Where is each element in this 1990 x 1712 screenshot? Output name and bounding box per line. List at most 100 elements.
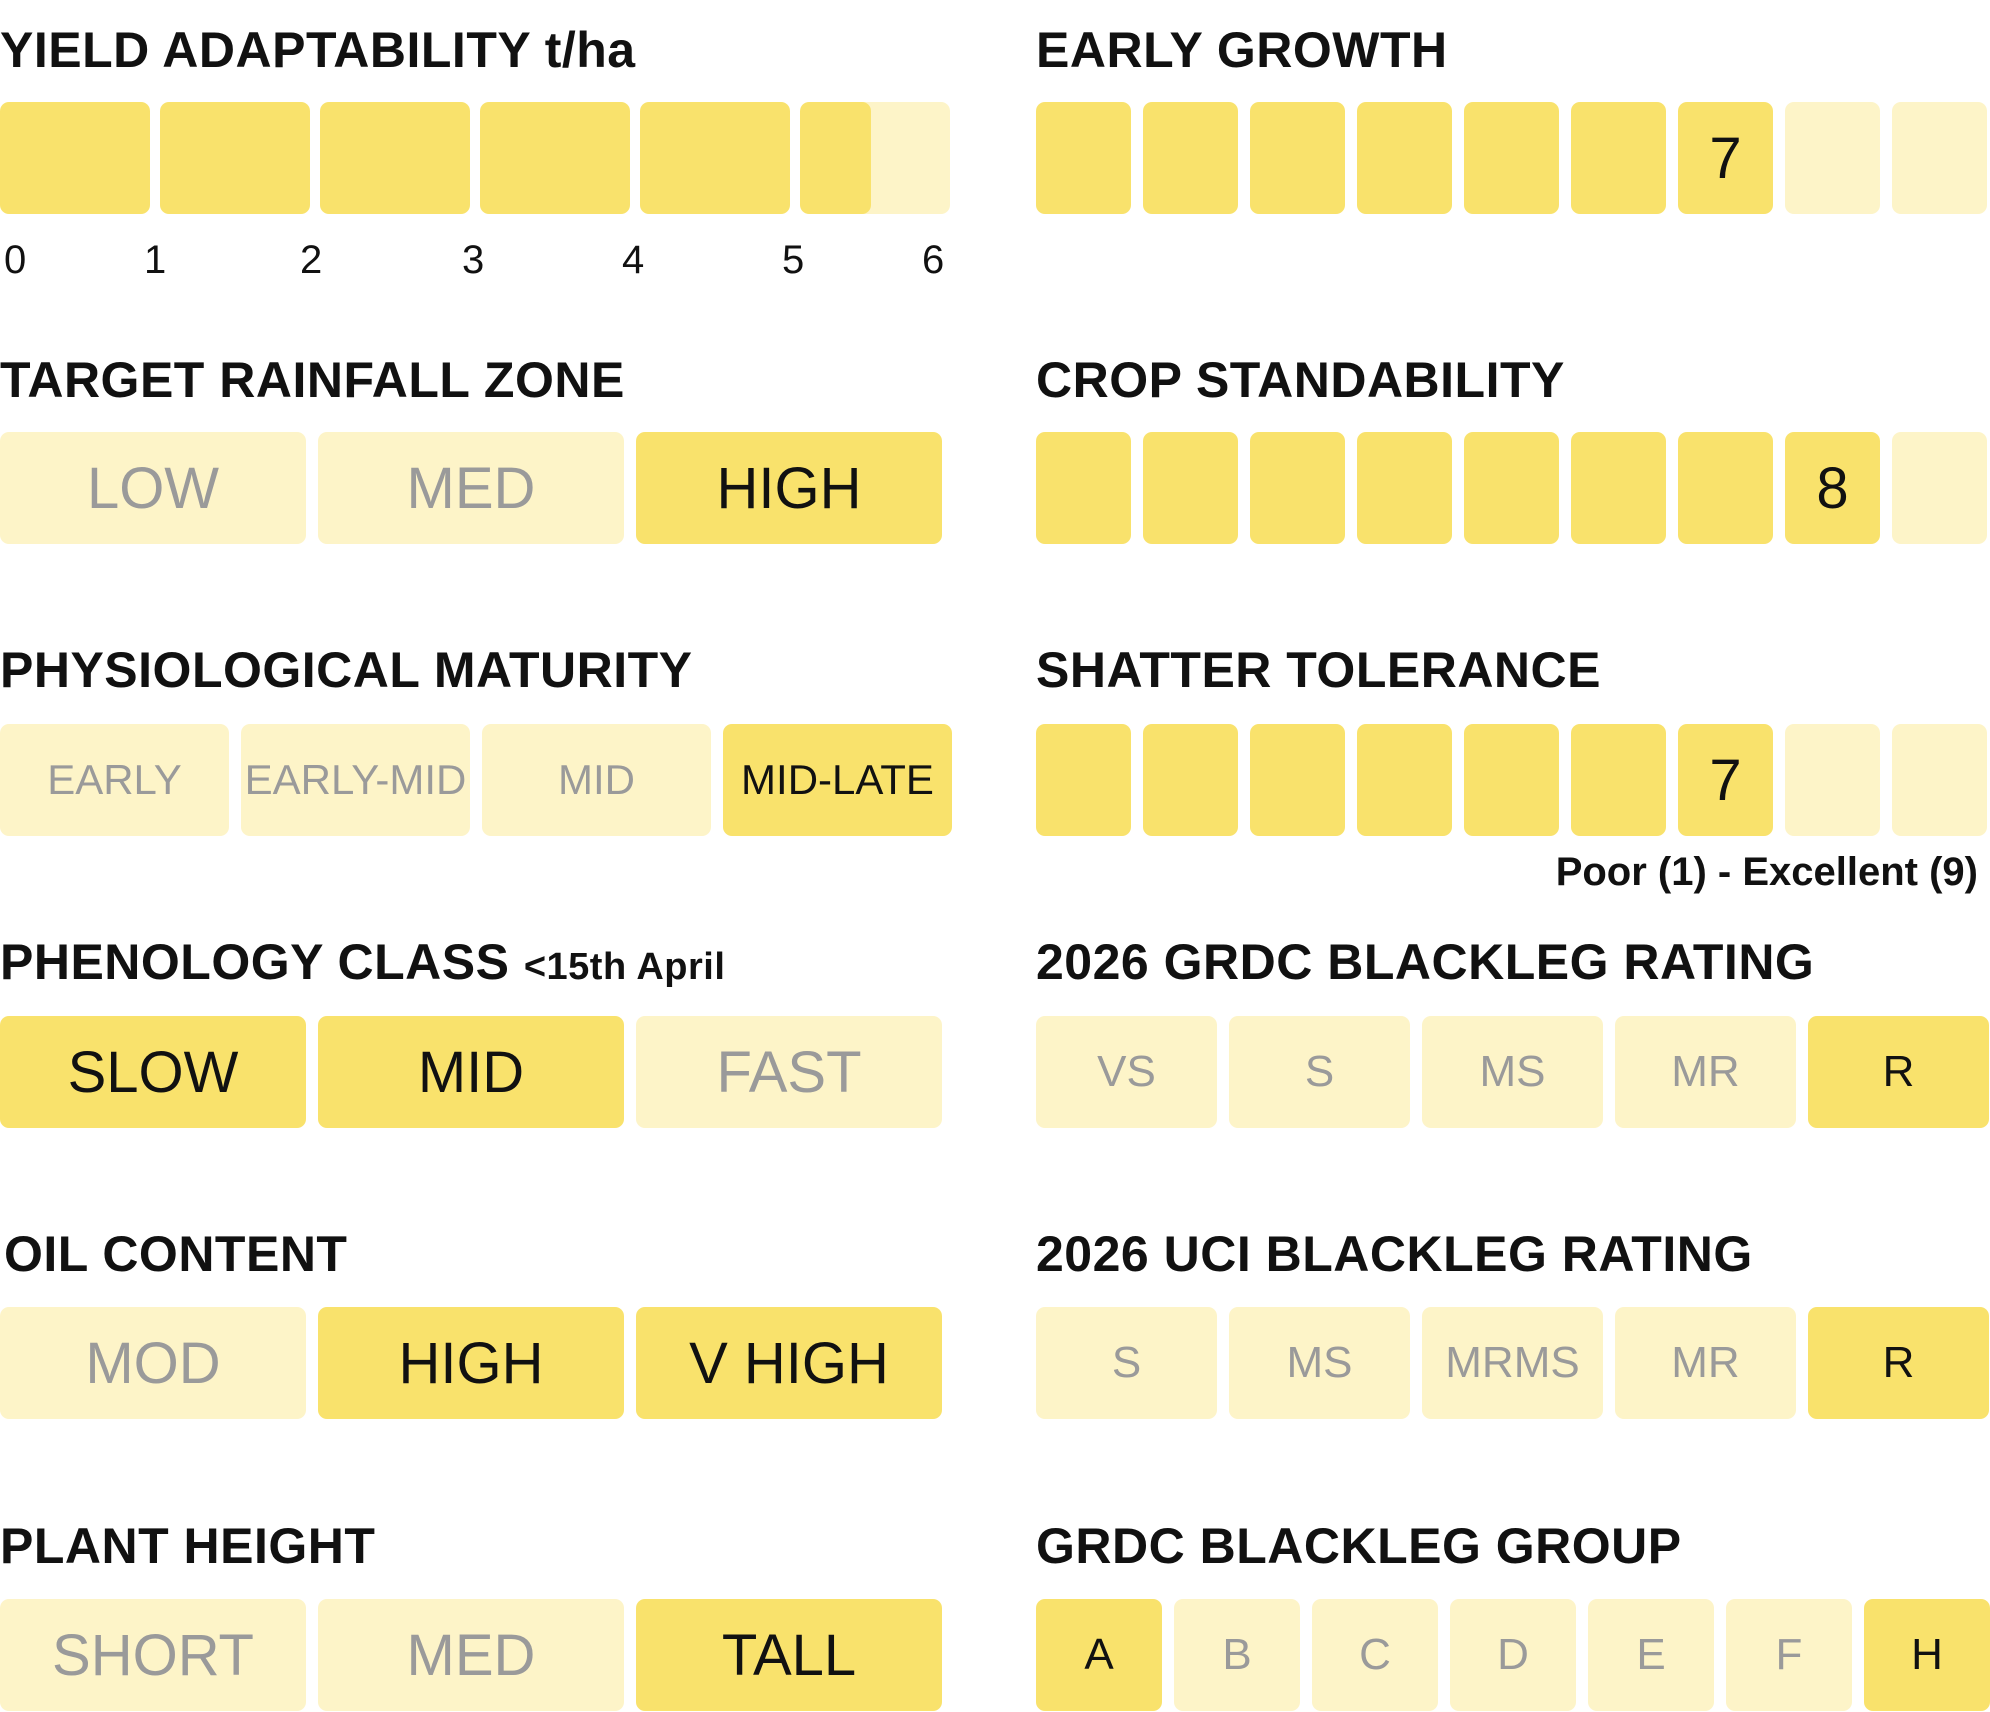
- phenology-title: PHENOLOGY CLASS <15th April: [0, 932, 725, 997]
- uci-rating-mrms: MRMS: [1422, 1307, 1603, 1419]
- score-scale-note: Poor (1) - Excellent (9): [1555, 850, 1978, 894]
- grdc-group-options: A B C D E F H: [1036, 1599, 1990, 1711]
- grdc-group-c: C: [1312, 1599, 1438, 1711]
- oil-option-v-high: V HIGH: [636, 1307, 942, 1419]
- oil-option-high: HIGH: [318, 1307, 624, 1419]
- score-box: [1892, 724, 1987, 836]
- phenology-option-slow: SLOW: [0, 1016, 306, 1128]
- maturity-option-mid: MID: [482, 724, 711, 836]
- plant-height-section: PLANT HEIGHT SHORT MED TALL: [0, 1516, 960, 1712]
- crop-standability-score: 8: [1036, 432, 1987, 544]
- grdc-rating-s: S: [1229, 1016, 1410, 1128]
- uci-rating-title: 2026 UCI BLACKLEG RATING: [1036, 1226, 1753, 1282]
- uci-rating-section: 2026 UCI BLACKLEG RATING S MS MRMS MR R: [1036, 1224, 1990, 1424]
- score-box: [1785, 724, 1880, 836]
- yield-tick: 5: [782, 238, 805, 282]
- rainfall-zone-title: TARGET RAINFALL ZONE: [0, 352, 625, 408]
- score-box: [1036, 102, 1131, 214]
- maturity-option-early: EARLY: [0, 724, 229, 836]
- phenology-title-text: PHENOLOGY CLASS: [0, 934, 510, 990]
- uci-rating-options: S MS MRMS MR R: [1036, 1307, 1989, 1419]
- shatter-tolerance-score: 7: [1036, 724, 1987, 836]
- score-box: [1464, 102, 1559, 214]
- rainfall-option-low: LOW: [0, 432, 306, 544]
- rainfall-zone-options: LOW MED HIGH: [0, 432, 942, 544]
- yield-adaptability-title: YIELD ADAPTABILITY t/ha: [0, 22, 636, 78]
- yield-tick: 1: [144, 238, 167, 282]
- yield-tick: 6: [922, 238, 945, 282]
- phenology-option-fast: FAST: [636, 1016, 942, 1128]
- yield-segment: [480, 102, 630, 214]
- grdc-group-h: H: [1864, 1599, 1990, 1711]
- grdc-group-f: F: [1726, 1599, 1852, 1711]
- maturity-option-early-mid: EARLY-MID: [241, 724, 470, 836]
- score-value: 8: [1785, 432, 1880, 544]
- grdc-rating-ms: MS: [1422, 1016, 1603, 1128]
- score-box: [1143, 432, 1238, 544]
- height-option-tall: TALL: [636, 1599, 942, 1711]
- yield-partial-fill: [800, 102, 871, 214]
- score-box: [1143, 724, 1238, 836]
- grdc-rating-title: 2026 GRDC BLACKLEG RATING: [1036, 934, 1815, 990]
- yield-adaptability-bar: [0, 102, 950, 214]
- maturity-title: PHYSIOLOGICAL MATURITY: [0, 642, 693, 698]
- yield-segment: [800, 102, 950, 214]
- score-value: 7: [1678, 102, 1773, 214]
- score-box: [1678, 432, 1773, 544]
- uci-rating-s: S: [1036, 1307, 1217, 1419]
- score-box: [1464, 724, 1559, 836]
- grdc-group-e: E: [1588, 1599, 1714, 1711]
- oil-content-section: OIL CONTENT MOD HIGH V HIGH: [0, 1224, 960, 1424]
- score-box: [1036, 724, 1131, 836]
- rainfall-zone-section: TARGET RAINFALL ZONE LOW MED HIGH: [0, 350, 960, 550]
- early-growth-title: EARLY GROWTH: [1036, 22, 1448, 78]
- uci-rating-r: R: [1808, 1307, 1989, 1419]
- phenology-option-mid: MID: [318, 1016, 624, 1128]
- oil-option-mod: MOD: [0, 1307, 306, 1419]
- yield-tick: 4: [622, 238, 645, 282]
- score-box: [1357, 102, 1452, 214]
- score-box: [1571, 102, 1666, 214]
- uci-rating-mr: MR: [1615, 1307, 1796, 1419]
- oil-content-title: OIL CONTENT: [4, 1226, 348, 1282]
- crop-standability-title: CROP STANDABILITY: [1036, 352, 1565, 408]
- crop-standability-section: CROP STANDABILITY 8: [1036, 350, 1990, 550]
- oil-content-options: MOD HIGH V HIGH: [0, 1307, 942, 1419]
- yield-tick: 0: [4, 238, 27, 282]
- maturity-option-mid-late: MID-LATE: [723, 724, 952, 836]
- score-box: [1571, 432, 1666, 544]
- shatter-tolerance-title: SHATTER TOLERANCE: [1036, 642, 1601, 698]
- score-box: [1571, 724, 1666, 836]
- score-box: [1250, 102, 1345, 214]
- score-box: [1464, 432, 1559, 544]
- rainfall-option-high: HIGH: [636, 432, 942, 544]
- grdc-group-a: A: [1036, 1599, 1162, 1711]
- score-box: [1785, 102, 1880, 214]
- height-option-med: MED: [318, 1599, 624, 1711]
- early-growth-section: EARLY GROWTH 7: [1036, 20, 1990, 220]
- height-option-short: SHORT: [0, 1599, 306, 1711]
- score-box: [1143, 102, 1238, 214]
- grdc-group-section: GRDC BLACKLEG GROUP A B C D E F H: [1036, 1516, 1990, 1712]
- maturity-section: PHYSIOLOGICAL MATURITY EARLY EARLY-MID M…: [0, 640, 960, 840]
- score-box: [1892, 102, 1987, 214]
- grdc-group-d: D: [1450, 1599, 1576, 1711]
- score-box: [1250, 432, 1345, 544]
- phenology-section: PHENOLOGY CLASS <15th April SLOW MID FAS…: [0, 932, 960, 1132]
- yield-tick: 3: [462, 238, 485, 282]
- grdc-rating-mr: MR: [1615, 1016, 1796, 1128]
- phenology-subtitle: <15th April: [523, 946, 726, 988]
- grdc-rating-r: R: [1808, 1016, 1989, 1128]
- shatter-tolerance-section: SHATTER TOLERANCE 7 Poor (1) - Excellent…: [1036, 640, 1990, 900]
- uci-rating-ms: MS: [1229, 1307, 1410, 1419]
- early-growth-score: 7: [1036, 102, 1987, 214]
- score-box: [1036, 432, 1131, 544]
- yield-adaptability-section: YIELD ADAPTABILITY t/ha 0 1 2 3 4 5 6: [0, 20, 960, 290]
- plant-height-options: SHORT MED TALL: [0, 1599, 942, 1711]
- phenology-options: SLOW MID FAST: [0, 1016, 942, 1128]
- yield-segment: [160, 102, 310, 214]
- score-box: [1357, 432, 1452, 544]
- grdc-rating-vs: VS: [1036, 1016, 1217, 1128]
- yield-segment: [320, 102, 470, 214]
- grdc-rating-section: 2026 GRDC BLACKLEG RATING VS S MS MR R: [1036, 932, 1990, 1132]
